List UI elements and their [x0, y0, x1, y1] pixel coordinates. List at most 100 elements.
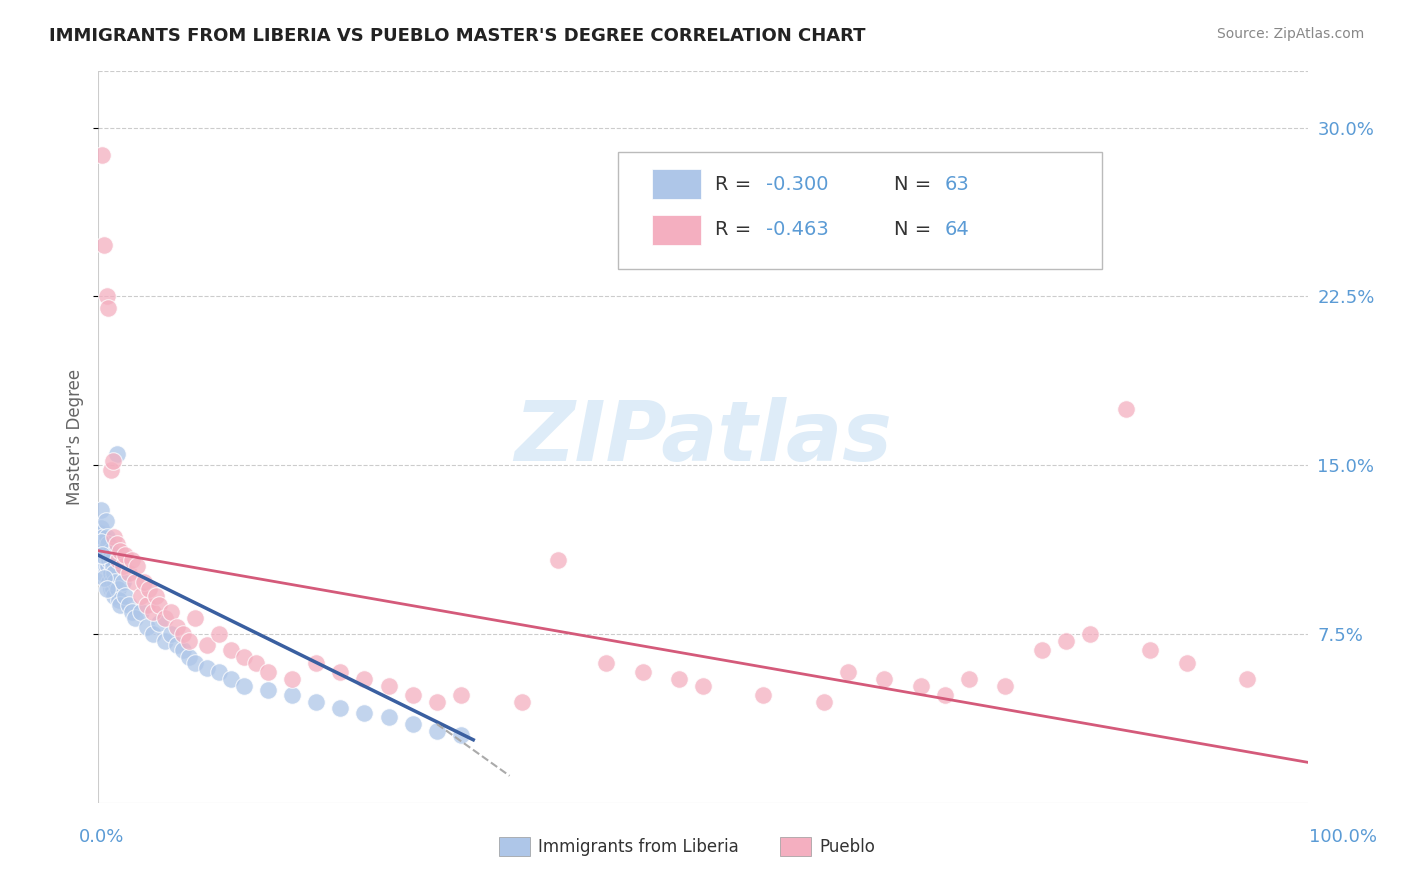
Text: 63: 63: [945, 175, 970, 194]
Point: [103, 530, 125, 544]
Point: [450, 728, 472, 742]
Point: [93, 543, 115, 558]
Point: [121, 605, 143, 619]
Point: [1115, 401, 1137, 416]
Point: [148, 598, 170, 612]
Y-axis label: Master's Degree: Master's Degree: [66, 369, 84, 505]
Point: [100, 575, 122, 590]
Point: [245, 657, 267, 671]
Point: [402, 717, 425, 731]
Point: [910, 679, 932, 693]
Point: [97, 537, 120, 551]
Point: [208, 665, 231, 680]
Point: [108, 543, 131, 558]
Point: [121, 553, 143, 567]
Point: [105, 447, 128, 461]
Point: [221, 672, 243, 686]
Point: [89, 525, 111, 540]
Point: [111, 559, 134, 574]
Point: [94, 515, 117, 529]
Point: [94, 559, 117, 574]
Text: N =: N =: [894, 175, 938, 194]
Point: [124, 575, 146, 590]
Point: [129, 589, 152, 603]
Point: [692, 679, 714, 693]
Point: [256, 683, 278, 698]
Point: [100, 582, 122, 596]
Point: [96, 530, 118, 544]
Text: IMMIGRANTS FROM LIBERIA VS PUEBLO MASTER'S DEGREE CORRELATION CHART: IMMIGRANTS FROM LIBERIA VS PUEBLO MASTER…: [49, 27, 866, 45]
FancyBboxPatch shape: [619, 152, 1102, 268]
Point: [90, 534, 112, 549]
Point: [957, 672, 980, 686]
Point: [281, 672, 304, 686]
Point: [104, 575, 127, 590]
Point: [138, 582, 160, 596]
Point: [101, 582, 124, 596]
Text: R =: R =: [716, 175, 758, 194]
Point: [329, 701, 352, 715]
Point: [111, 575, 134, 590]
Point: [329, 665, 352, 680]
Point: [108, 593, 131, 607]
Point: [994, 679, 1017, 693]
Point: [813, 694, 835, 708]
Point: [91, 147, 114, 161]
Point: [510, 694, 533, 708]
Point: [547, 553, 569, 567]
Point: [232, 679, 254, 693]
Text: -0.463: -0.463: [766, 219, 828, 239]
Point: [377, 679, 399, 693]
Point: [145, 589, 167, 603]
Point: [166, 638, 188, 652]
Point: [873, 672, 896, 686]
Point: [91, 530, 114, 544]
Point: [90, 521, 112, 535]
Point: [934, 688, 956, 702]
Point: [353, 706, 375, 720]
Point: [172, 627, 194, 641]
Point: [221, 642, 243, 657]
Point: [98, 575, 121, 590]
Point: [118, 566, 141, 581]
Point: [1078, 627, 1101, 641]
Point: [91, 537, 114, 551]
Point: [90, 503, 112, 517]
Point: [1175, 657, 1198, 671]
Text: 100.0%: 100.0%: [1309, 828, 1376, 846]
Point: [134, 575, 156, 590]
Point: [129, 605, 152, 619]
Text: ZIPatlas: ZIPatlas: [515, 397, 891, 477]
Point: [160, 627, 183, 641]
Point: [426, 723, 449, 738]
Point: [107, 582, 129, 596]
Point: [195, 638, 218, 652]
Point: [100, 463, 122, 477]
Point: [1139, 642, 1161, 657]
Point: [114, 589, 136, 603]
Point: [96, 582, 118, 596]
Point: [305, 657, 328, 671]
Point: [98, 553, 121, 567]
Point: [148, 615, 170, 630]
Point: [96, 548, 118, 562]
Point: [108, 598, 131, 612]
Point: [100, 553, 122, 567]
Point: [232, 649, 254, 664]
Point: [1236, 672, 1258, 686]
Point: [100, 543, 122, 558]
Point: [256, 665, 278, 680]
Point: [195, 661, 218, 675]
Point: [124, 611, 146, 625]
Point: [837, 665, 859, 680]
Point: [426, 694, 449, 708]
Point: [668, 672, 690, 686]
Text: R =: R =: [716, 219, 758, 239]
Text: N =: N =: [894, 219, 938, 239]
Point: [105, 537, 128, 551]
Point: [281, 688, 304, 702]
Text: Source: ZipAtlas.com: Source: ZipAtlas.com: [1216, 27, 1364, 41]
Point: [305, 694, 328, 708]
Text: 64: 64: [945, 219, 970, 239]
Point: [142, 627, 165, 641]
